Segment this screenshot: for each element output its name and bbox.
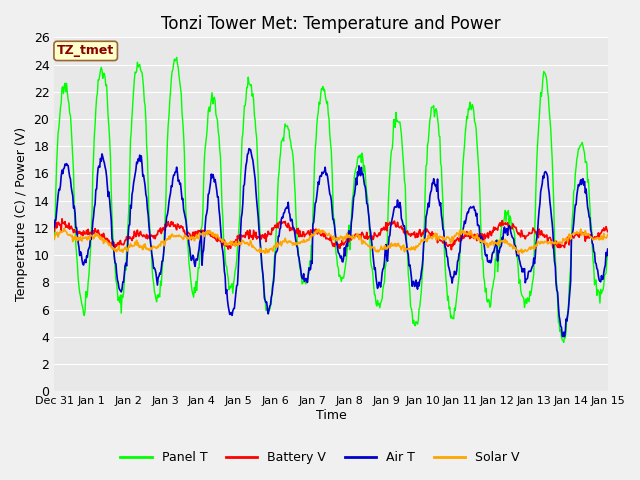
Solar V — [51, 237, 58, 242]
Panel T — [60, 83, 68, 89]
Solar V — [515, 251, 522, 257]
Panel T — [560, 339, 568, 345]
Solar V — [204, 232, 211, 238]
Panel T — [173, 55, 180, 60]
Air T — [559, 334, 567, 340]
X-axis label: Time: Time — [316, 409, 346, 422]
Air T — [60, 165, 68, 171]
Air T — [245, 146, 253, 152]
Panel T — [117, 311, 125, 316]
Battery V — [174, 222, 182, 228]
Title: Tonzi Tower Met: Temperature and Power: Tonzi Tower Met: Temperature and Power — [161, 15, 500, 33]
Battery V — [204, 228, 211, 234]
Air T — [604, 246, 611, 252]
Battery V — [399, 226, 407, 231]
Solar V — [174, 233, 182, 239]
Line: Battery V: Battery V — [54, 219, 607, 250]
Legend: Panel T, Battery V, Air T, Solar V: Panel T, Battery V, Air T, Solar V — [115, 446, 525, 469]
Air T — [399, 221, 407, 227]
Battery V — [51, 228, 58, 234]
Text: TZ_tmet: TZ_tmet — [57, 45, 115, 58]
Line: Panel T: Panel T — [54, 58, 607, 342]
Battery V — [58, 216, 66, 222]
Y-axis label: Temperature (C) / Power (V): Temperature (C) / Power (V) — [15, 127, 28, 301]
Solar V — [61, 228, 69, 234]
Air T — [173, 170, 181, 176]
Panel T — [174, 64, 182, 70]
Battery V — [604, 229, 611, 235]
Panel T — [399, 151, 407, 157]
Air T — [117, 289, 125, 295]
Panel T — [604, 253, 611, 259]
Air T — [415, 283, 423, 289]
Solar V — [60, 225, 68, 231]
Battery V — [447, 247, 455, 252]
Solar V — [415, 241, 423, 247]
Panel T — [204, 122, 211, 128]
Panel T — [51, 236, 58, 241]
Solar V — [604, 232, 611, 238]
Panel T — [415, 306, 423, 312]
Solar V — [118, 246, 126, 252]
Battery V — [61, 219, 69, 225]
Line: Air T: Air T — [54, 149, 607, 337]
Battery V — [118, 241, 126, 247]
Line: Solar V: Solar V — [54, 228, 607, 254]
Solar V — [399, 243, 407, 249]
Battery V — [415, 228, 423, 234]
Air T — [203, 211, 211, 216]
Air T — [51, 224, 58, 230]
